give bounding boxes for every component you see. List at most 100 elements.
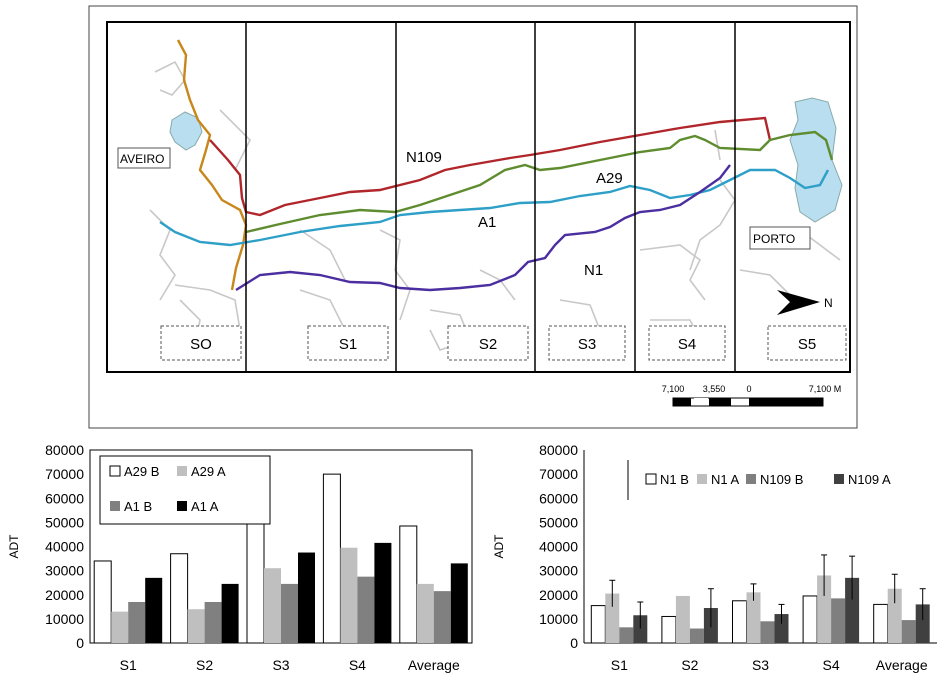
bar	[831, 598, 846, 643]
bar	[873, 603, 889, 644]
bar	[633, 615, 648, 643]
y-tick-label: 10000	[45, 611, 84, 627]
y-tick-label: 60000	[539, 490, 578, 506]
x-tick-label: S3	[752, 657, 769, 673]
x-tick-label: S1	[611, 657, 628, 673]
bar	[661, 615, 677, 644]
map-panel: N109 A29 A1 N1 AVEIRO PORTO N SO S1 S2 S3 S4…	[88, 5, 858, 429]
x-tick-label: Average	[408, 657, 460, 673]
section-label: S2	[479, 336, 497, 353]
y-tick-label: 80000	[539, 442, 578, 458]
y-tick-label: 60000	[45, 490, 84, 506]
label-n1: N1	[584, 262, 603, 279]
bar	[145, 577, 163, 643]
bar	[802, 595, 818, 644]
aveiro-label-box	[117, 147, 171, 169]
section-box	[767, 325, 847, 361]
legend-label: A1 B	[124, 499, 152, 514]
section-label: S1	[339, 336, 357, 353]
scale-label-4: 7,100 M	[809, 384, 842, 394]
legend-label: N1 A	[711, 472, 740, 487]
bar	[746, 592, 761, 643]
section-box	[307, 325, 389, 361]
legend-swatch	[746, 474, 756, 484]
section-label: S3	[578, 336, 596, 353]
x-tick-label: S4	[349, 657, 366, 673]
bar	[111, 611, 129, 643]
bar	[340, 547, 358, 643]
bar	[901, 620, 916, 643]
section-label: SO	[190, 336, 212, 353]
legend-label: A29 B	[124, 464, 159, 479]
section-label: S4	[678, 336, 696, 353]
legend-swatch	[177, 501, 187, 511]
legend-label: N109 A	[848, 472, 891, 487]
legend-swatch	[109, 465, 121, 477]
road-a1	[159, 168, 830, 247]
bar	[128, 601, 146, 643]
bar	[732, 600, 747, 644]
y-tick-label: 0	[570, 635, 578, 651]
x-tick-label: S2	[196, 657, 213, 673]
legend-swatch	[110, 501, 120, 511]
section-box	[160, 325, 242, 361]
bar	[204, 601, 222, 643]
legend-swatch	[177, 466, 187, 476]
y-tick-label: 50000	[45, 514, 84, 530]
legend-label: N109 B	[760, 472, 803, 487]
scale-bar: 7,100 3,550 0 7,100 M	[662, 384, 842, 407]
bar	[170, 553, 189, 644]
bar	[264, 568, 281, 643]
y-tick-label: 30000	[45, 563, 84, 579]
label-a1: A1	[478, 214, 496, 231]
bar	[817, 575, 832, 643]
y-tick-label: 40000	[45, 539, 84, 555]
chart-right: ADT 0 10000 20000 30000 40000 50000 60000 70000 8…	[492, 442, 937, 673]
bar	[399, 525, 418, 644]
legend-swatch	[834, 474, 844, 484]
y-axis-label: ADT	[7, 534, 21, 559]
coast-road	[176, 39, 248, 291]
road-a29	[245, 130, 834, 234]
legend-swatch	[645, 473, 657, 485]
y-tick-label: 50000	[539, 514, 578, 530]
porto-area	[789, 97, 843, 223]
bar	[590, 605, 606, 644]
bar	[374, 542, 392, 643]
y-tick-label: 80000	[45, 442, 84, 458]
bar	[450, 563, 468, 643]
bar	[675, 595, 690, 643]
map-inner-frame	[106, 21, 851, 373]
aveiro-lagoon	[169, 111, 203, 151]
scale-label-2: 3,550	[703, 384, 726, 394]
section-box	[548, 325, 626, 361]
bar	[281, 583, 298, 643]
y-tick-label: 20000	[45, 587, 84, 603]
x-tick-label: S2	[681, 657, 698, 673]
y-tick-label: 70000	[45, 466, 84, 482]
north-label: N	[824, 296, 833, 310]
bar	[689, 628, 704, 643]
porto-label-box	[749, 226, 811, 250]
y-tick-label: 10000	[539, 611, 578, 627]
bar	[416, 583, 434, 643]
bar	[774, 614, 789, 643]
label-aveiro: AVEIRO	[120, 152, 164, 166]
section-box	[648, 325, 726, 361]
legend-label: A29 A	[191, 464, 226, 479]
bar	[915, 604, 930, 643]
scale-label-1: 7,100	[662, 384, 685, 394]
section-label: S5	[798, 336, 816, 353]
legend-swatch	[697, 474, 707, 484]
bar	[619, 627, 634, 643]
bar	[246, 518, 265, 644]
y-axis-label: ADT	[492, 534, 506, 559]
bar	[187, 609, 205, 643]
bar	[357, 576, 375, 643]
bar	[845, 577, 860, 643]
scale-label-3: 0	[746, 384, 751, 394]
road-n109	[209, 116, 772, 217]
bar	[433, 591, 451, 643]
bar	[298, 552, 315, 643]
